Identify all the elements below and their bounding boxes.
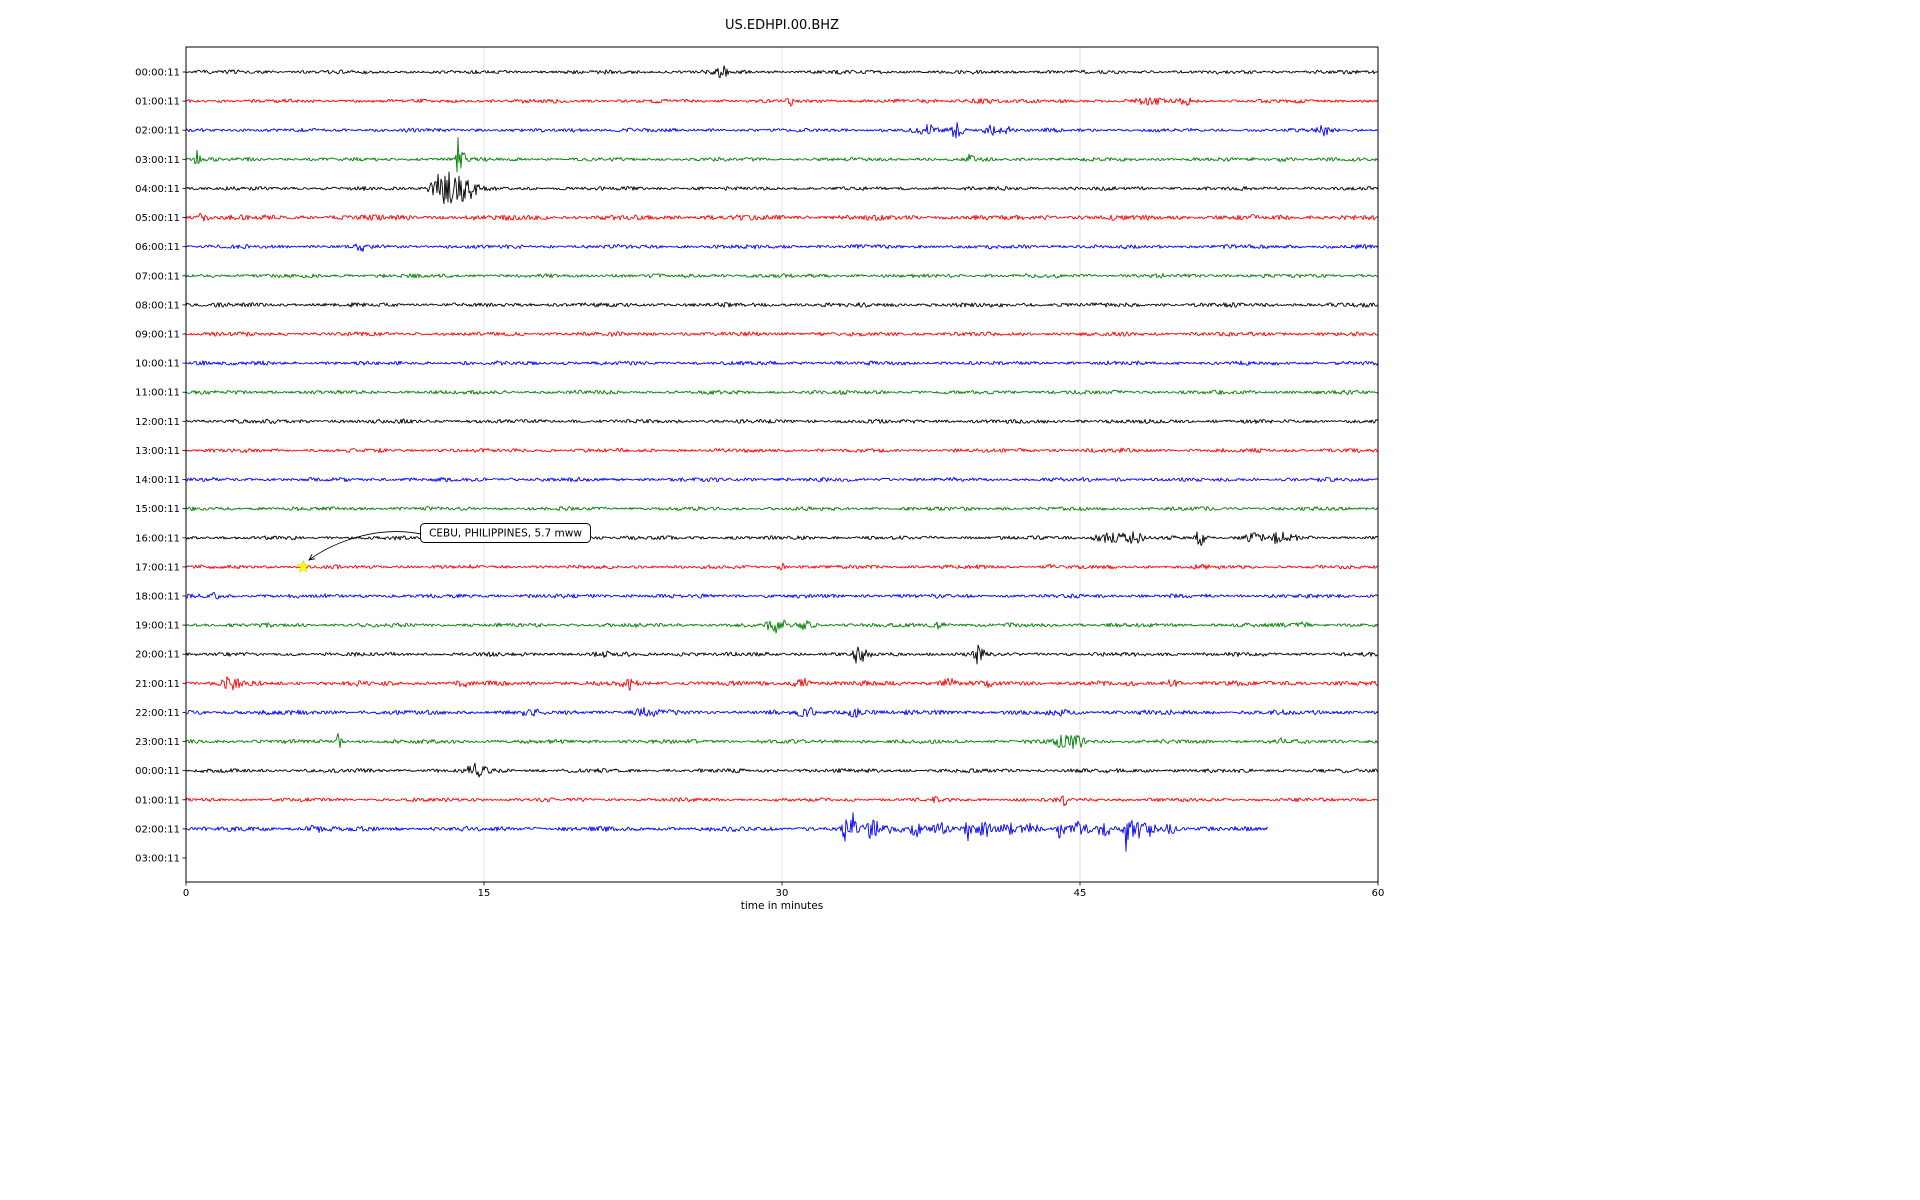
seismo-trace-row-19 bbox=[186, 619, 1378, 634]
seismo-trace-row-0 bbox=[186, 65, 1378, 79]
seismo-trace-row-3 bbox=[186, 137, 1378, 173]
y-tick-label: 07:00:11 bbox=[135, 271, 180, 282]
y-tick-label: 19:00:11 bbox=[135, 621, 180, 632]
y-tick-label: 06:00:11 bbox=[135, 242, 180, 253]
seismo-trace-row-7 bbox=[186, 273, 1378, 279]
seismo-trace-row-6 bbox=[186, 243, 1378, 253]
y-tick-label: 18:00:11 bbox=[135, 592, 180, 603]
seismo-trace-row-23 bbox=[186, 732, 1378, 750]
y-tick-label: 03:00:11 bbox=[135, 854, 180, 865]
seismo-trace-row-2 bbox=[186, 122, 1378, 139]
seismo-trace-row-4 bbox=[186, 171, 1378, 205]
seismo-trace-row-16 bbox=[186, 531, 1378, 546]
x-tick-label: 45 bbox=[1074, 888, 1087, 899]
seismo-trace-row-21 bbox=[186, 676, 1378, 691]
seismo-trace-row-9 bbox=[186, 331, 1378, 337]
y-tick-label: 02:00:11 bbox=[135, 126, 180, 137]
seismo-trace-row-20 bbox=[186, 644, 1378, 665]
y-tick-label: 17:00:11 bbox=[135, 562, 180, 573]
event-annotation-text: CEBU, PHILIPPINES, 5.7 mww bbox=[429, 528, 582, 540]
y-tick-label: 09:00:11 bbox=[135, 330, 180, 341]
gridlines bbox=[483, 47, 1081, 882]
seismo-trace-row-11 bbox=[186, 389, 1378, 395]
seismo-trace-row-8 bbox=[186, 301, 1378, 308]
trace-lines bbox=[186, 65, 1378, 852]
seismo-trace-row-26 bbox=[186, 812, 1269, 852]
y-tick-label: 02:00:11 bbox=[135, 824, 180, 835]
y-tick-label: 04:00:11 bbox=[135, 184, 180, 195]
seismo-trace-row-1 bbox=[186, 97, 1378, 107]
y-axis: 00:00:11 01:00:11 02:00:11 03:00:11 04:00:11… bbox=[135, 68, 186, 865]
y-tick-label: 20:00:11 bbox=[135, 650, 180, 661]
seismo-trace-row-22 bbox=[186, 706, 1378, 718]
annotation-arrow bbox=[309, 531, 422, 560]
y-tick-label: 16:00:11 bbox=[135, 533, 180, 544]
event-annotation: CEBU, PHILIPPINES, 5.7 mww bbox=[296, 523, 591, 573]
y-tick-label: 08:00:11 bbox=[135, 300, 180, 311]
event-star-icon bbox=[296, 559, 311, 573]
seismo-trace-row-15 bbox=[186, 506, 1378, 512]
seismo-trace-row-5 bbox=[186, 212, 1378, 222]
chart-title: US.EDHPI.00.BHZ bbox=[725, 18, 839, 33]
seismo-trace-row-14 bbox=[186, 476, 1378, 483]
y-tick-label: 14:00:11 bbox=[135, 475, 180, 486]
x-tick-label: 30 bbox=[776, 888, 789, 899]
y-tick-label: 23:00:11 bbox=[135, 737, 180, 748]
seismo-trace-row-13 bbox=[186, 447, 1378, 454]
y-tick-label: 15:00:11 bbox=[135, 504, 180, 515]
seismo-trace-row-17 bbox=[186, 562, 1378, 571]
x-tick-label: 15 bbox=[478, 888, 491, 899]
y-tick-label: 01:00:11 bbox=[135, 795, 180, 806]
y-tick-label: 05:00:11 bbox=[135, 213, 180, 224]
seismo-trace-row-10 bbox=[186, 360, 1378, 366]
x-axis-label: time in minutes bbox=[741, 900, 823, 912]
x-tick-label: 60 bbox=[1372, 888, 1385, 899]
y-tick-label: 22:00:11 bbox=[135, 708, 180, 719]
seismo-trace-row-12 bbox=[186, 418, 1378, 425]
y-tick-label: 00:00:11 bbox=[135, 766, 180, 777]
y-tick-label: 21:00:11 bbox=[135, 679, 180, 690]
y-tick-label: 00:00:11 bbox=[135, 68, 180, 79]
annotation-box bbox=[420, 523, 591, 543]
y-tick-label: 10:00:11 bbox=[135, 359, 180, 370]
y-tick-label: 11:00:11 bbox=[135, 388, 180, 399]
y-tick-label: 13:00:11 bbox=[135, 446, 180, 457]
y-tick-label: 03:00:11 bbox=[135, 155, 180, 166]
seismo-trace-row-18 bbox=[186, 591, 1378, 600]
seismo-trace-row-25 bbox=[186, 795, 1378, 807]
y-tick-label: 01:00:11 bbox=[135, 97, 180, 108]
x-axis: 0 15 30 45 60 bbox=[183, 882, 1385, 899]
y-tick-label: 12:00:11 bbox=[135, 417, 180, 428]
x-tick-label: 0 bbox=[183, 888, 189, 899]
seismo-trace-row-24 bbox=[186, 762, 1378, 778]
